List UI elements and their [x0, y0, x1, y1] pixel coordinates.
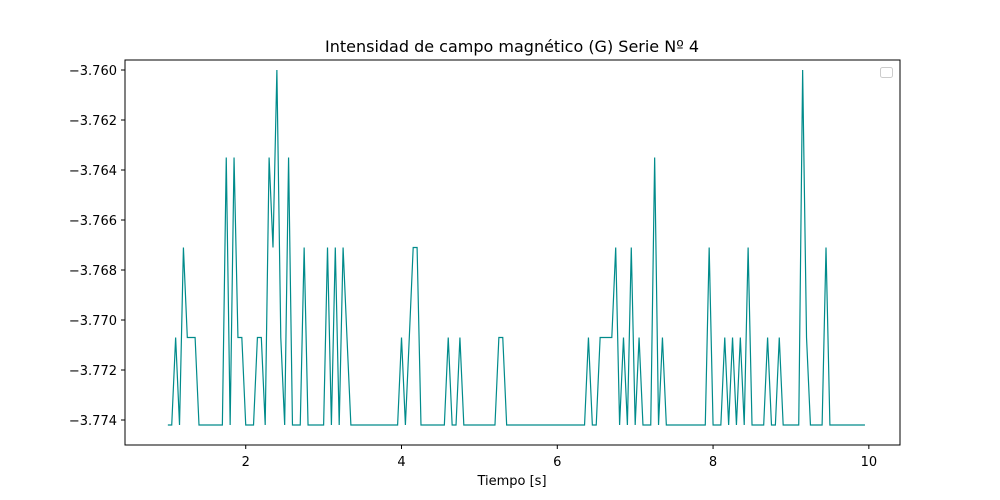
legend-box — [880, 67, 893, 78]
y-tick-label: −3.762 — [69, 114, 117, 129]
x-tick-label: 6 — [553, 455, 561, 470]
x-axis: 2 4 6 8 10 — [242, 445, 878, 470]
y-tick-label: −3.764 — [69, 164, 117, 179]
x-tick-label: 8 — [709, 455, 717, 470]
plot-frame — [124, 59, 901, 446]
y-tick-label: −3.770 — [69, 314, 117, 329]
y-tick-label: −3.772 — [69, 364, 117, 379]
y-tick-label: −3.774 — [69, 414, 117, 429]
x-tick-label: 2 — [242, 455, 250, 470]
y-tick-label: −3.766 — [69, 214, 117, 229]
plot-area — [167, 69, 865, 426]
y-tick-label: −3.768 — [69, 264, 117, 279]
series-line — [167, 69, 865, 426]
chart-title: Intensidad de campo magnético (G) Serie … — [325, 37, 699, 56]
y-axis: −3.760 −3.762 −3.764 −3.766 −3.768 −3.770 −3.7… — [69, 64, 125, 429]
x-axis-label: Tiempo [s] — [476, 474, 546, 489]
y-tick-label: −3.760 — [69, 64, 117, 79]
x-tick-label: 4 — [397, 455, 405, 470]
x-tick-label: 10 — [861, 455, 878, 470]
